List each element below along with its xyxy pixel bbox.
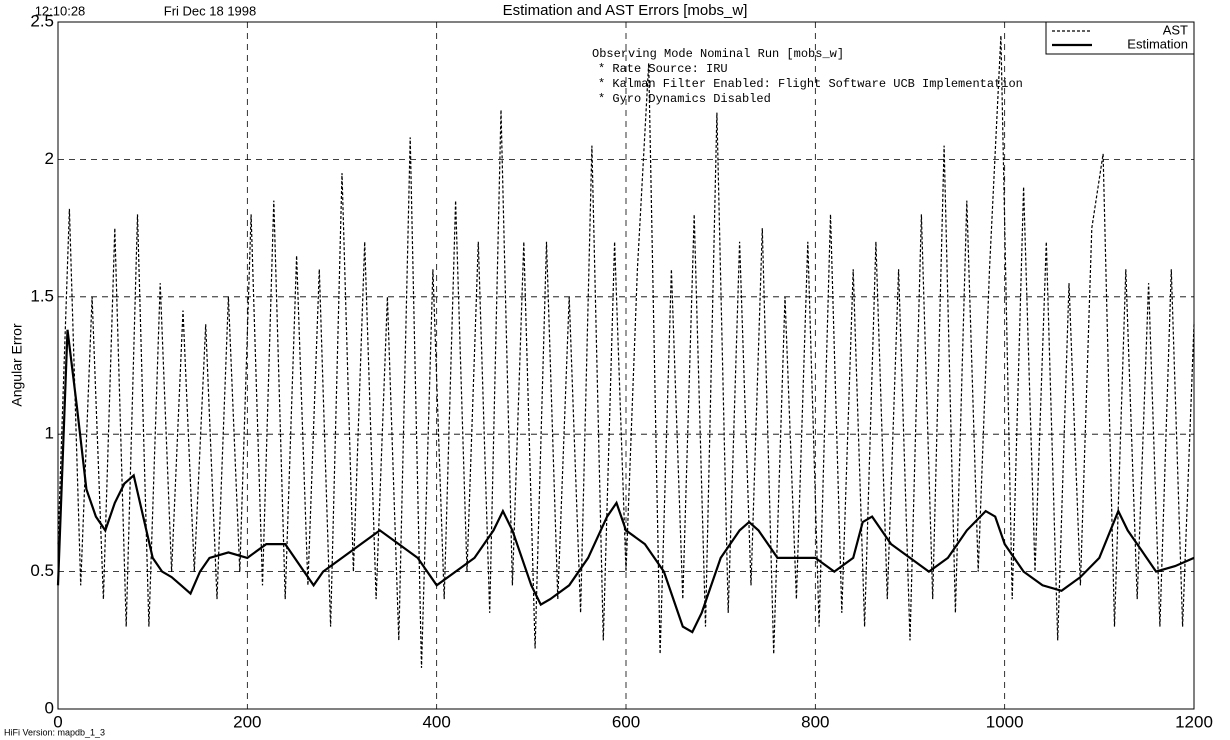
annotation: * Gyro Dynamics Disabled bbox=[598, 92, 771, 106]
y-tick-label: 2 bbox=[45, 149, 54, 168]
date: Fri Dec 18 1998 bbox=[164, 3, 257, 18]
time: 12:10:28 bbox=[35, 3, 86, 18]
y-tick-label: 1 bbox=[45, 424, 54, 443]
x-tick-label: 1200 bbox=[1175, 712, 1213, 731]
legend bbox=[1045, 21, 1195, 55]
chart-title: Estimation and AST Errors [mobs_w] bbox=[503, 2, 748, 19]
x-tick-label: 200 bbox=[233, 712, 261, 731]
version: HiFi Version: mapdb_1_3 bbox=[4, 727, 105, 737]
y-tick-label: 0 bbox=[45, 698, 54, 717]
legend-label: Estimation bbox=[1127, 36, 1188, 51]
x-tick-label: 800 bbox=[801, 712, 829, 731]
y-tick-label: 2.5 bbox=[30, 11, 54, 30]
x-tick-label: 600 bbox=[612, 712, 640, 731]
series-line bbox=[57, 35, 1195, 668]
y-axis-label: Angular Error bbox=[9, 323, 25, 407]
x-tick-label: 1000 bbox=[986, 712, 1024, 731]
x-tick-label: 0 bbox=[53, 712, 62, 731]
legend-label: AST bbox=[1163, 22, 1188, 37]
x-tick-label: 400 bbox=[422, 712, 450, 731]
series-line bbox=[56, 329, 1195, 634]
y-tick-label: 1.5 bbox=[30, 286, 54, 305]
annotation: Observing Mode Nominal Run [mobs_w] bbox=[592, 47, 844, 61]
y-tick-label: 0.5 bbox=[30, 561, 54, 580]
annotation: * Rate Source: IRU bbox=[598, 62, 728, 76]
annotation: * Kalman Filter Enabled: Flight Software… bbox=[598, 77, 1023, 91]
